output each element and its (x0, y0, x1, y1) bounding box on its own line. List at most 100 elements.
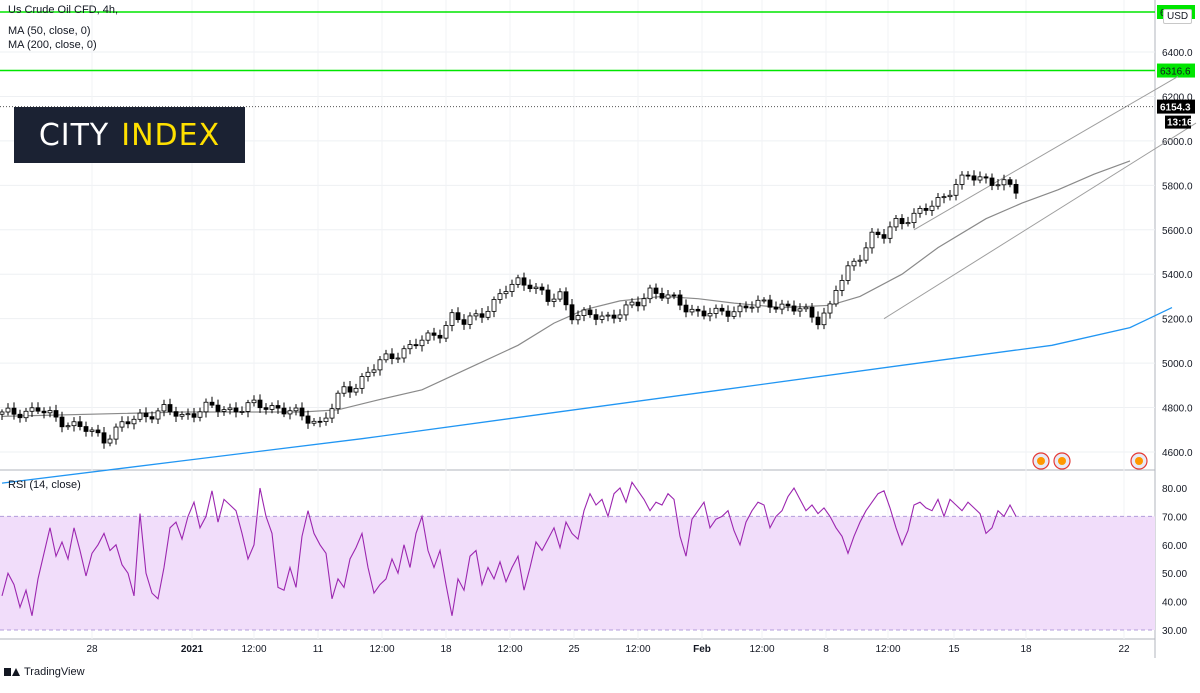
candle-body (227, 407, 233, 411)
candle-body (725, 310, 731, 317)
candle-body (425, 332, 431, 341)
candle-body (449, 312, 455, 326)
candle-body (641, 298, 647, 307)
candle-body (731, 311, 737, 317)
candle-body (347, 386, 353, 393)
candle-body (863, 247, 869, 261)
candle-body (935, 197, 941, 207)
city-index-logo: CITY INDEX (14, 107, 245, 163)
candle-body (173, 411, 179, 417)
candle-body (869, 231, 875, 249)
candle-body (893, 218, 899, 228)
candle-body (959, 174, 965, 185)
candle-body (629, 301, 635, 306)
candle-body (383, 353, 389, 361)
candle-body (473, 313, 479, 317)
candle-body (875, 231, 881, 236)
level-price-tag (1157, 63, 1195, 78)
time-tick-label: 12:00 (625, 644, 650, 655)
candle-body (977, 176, 983, 181)
candle-body (929, 205, 935, 211)
candle-body (167, 404, 173, 413)
candle-body (419, 339, 425, 347)
candle-body (677, 294, 683, 306)
candle-body (191, 413, 197, 418)
candle-body (143, 412, 149, 418)
candle-body (995, 184, 1001, 187)
candle-body (83, 426, 89, 432)
event-marker-dot-icon (1058, 457, 1066, 465)
candle-body (539, 286, 545, 291)
candle-body (599, 315, 605, 320)
candle-body (971, 175, 977, 181)
candle-body (665, 294, 671, 299)
candle-body (467, 315, 473, 325)
rsi-band (0, 516, 1155, 630)
candle-body (989, 177, 995, 186)
time-tick-label: 12:00 (497, 644, 522, 655)
candle-body (431, 332, 437, 336)
ma200-line (1, 307, 1173, 484)
candle-body (851, 260, 857, 267)
candle-body (527, 284, 533, 289)
tradingview-brand[interactable]: TradingView (4, 666, 85, 678)
candle-body (605, 314, 611, 317)
candle-body (497, 293, 503, 300)
candle-body (827, 303, 833, 314)
candle-body (185, 413, 191, 416)
candle-body (833, 290, 839, 305)
time-tick-label: 18 (1020, 644, 1032, 655)
candle-body (551, 298, 557, 302)
candle-body (647, 287, 653, 300)
candle-body (215, 404, 221, 412)
last-price-label: 6154.3 (1160, 103, 1191, 114)
tradingview-label: TradingView (24, 666, 85, 678)
candle-body (287, 410, 293, 415)
time-tick-label: 8 (823, 644, 829, 655)
candle-body (515, 277, 521, 285)
price-tick-label: 4600.0 (1162, 448, 1193, 459)
candle-body (743, 305, 749, 309)
candle-body (293, 407, 299, 412)
candle-body (29, 407, 35, 412)
candle-body (953, 184, 959, 196)
channel-upper-line (913, 76, 1179, 231)
candle-body (341, 386, 347, 394)
candle-body (1013, 183, 1019, 194)
rsi-tick-label: 40.00 (1162, 598, 1187, 609)
rsi-tick-label: 60.00 (1162, 541, 1187, 552)
candle-body (749, 306, 755, 309)
candle-body (545, 289, 551, 302)
price-tick-label: 6000.0 (1162, 137, 1193, 148)
candle-body (377, 359, 383, 371)
candle-body (509, 283, 515, 292)
candle-body (71, 421, 77, 427)
candle-body (59, 416, 65, 428)
candle-body (701, 310, 707, 317)
candle-body (581, 309, 587, 316)
candle-body (317, 420, 323, 423)
currency-badge[interactable]: USD (1163, 9, 1193, 24)
candle-body (803, 306, 809, 310)
candle-body (65, 425, 71, 428)
candle-body (47, 410, 53, 414)
candle-body (77, 421, 83, 427)
candle-body (899, 218, 905, 225)
candle-body (395, 357, 401, 360)
candle-body (89, 429, 95, 432)
time-tick-label: 2021 (181, 644, 204, 655)
countdown-label: 13:16 (1167, 118, 1193, 129)
candle-body (845, 265, 851, 281)
candle-body (35, 407, 41, 412)
candle-body (737, 305, 743, 313)
candle-body (881, 234, 887, 239)
candle-body (131, 418, 137, 425)
candle-body (941, 196, 947, 199)
candle-body (179, 414, 185, 417)
candle-body (569, 304, 575, 321)
candle-body (413, 344, 419, 347)
time-tick-label: 25 (568, 644, 580, 655)
candle-body (137, 412, 143, 420)
candle-body (593, 314, 599, 320)
